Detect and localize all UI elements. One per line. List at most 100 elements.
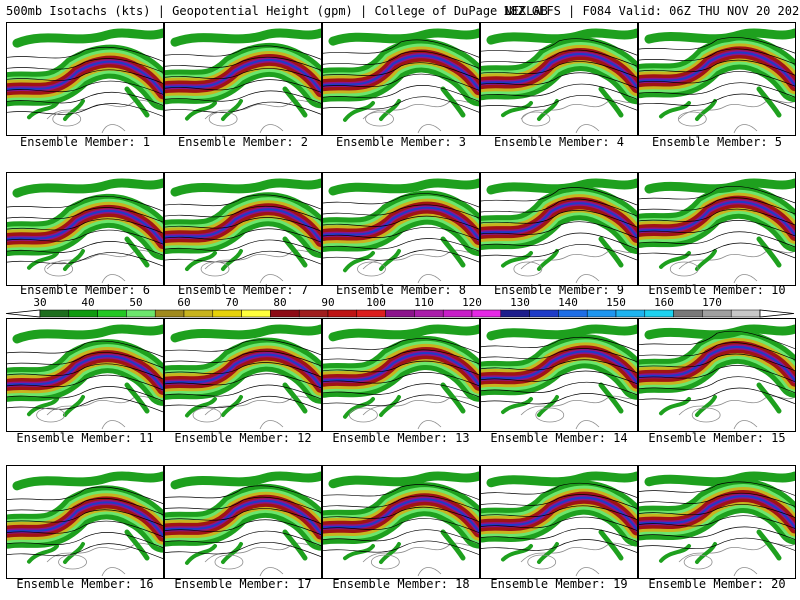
height-contour bbox=[7, 386, 163, 402]
jet-isotach-band bbox=[282, 86, 308, 118]
height-contour bbox=[165, 350, 321, 367]
height-contour bbox=[323, 529, 479, 544]
member-map-panel bbox=[480, 22, 638, 136]
height-contour bbox=[481, 72, 637, 89]
jet-isotach-band bbox=[486, 28, 637, 45]
member-map bbox=[165, 28, 321, 134]
member-label: Ensemble Member: 6 bbox=[19, 283, 151, 297]
height-contour bbox=[669, 261, 699, 277]
colorbar-tick-label: 140 bbox=[558, 296, 578, 309]
jet-isotach-band bbox=[328, 28, 479, 46]
member-label: Ensemble Member: 11 bbox=[16, 431, 154, 445]
height-contour bbox=[481, 187, 637, 206]
colorbar-tick-label: 30 bbox=[33, 296, 47, 309]
height-contour bbox=[639, 231, 795, 248]
height-contour bbox=[639, 353, 795, 372]
height-contour bbox=[639, 93, 795, 109]
height-contour bbox=[639, 537, 795, 551]
height-contour bbox=[200, 261, 230, 277]
member-label: Ensemble Member: 2 bbox=[177, 135, 309, 149]
height-contour bbox=[521, 111, 551, 127]
colorbar-tick-label: 60 bbox=[177, 296, 191, 309]
height-contour bbox=[481, 209, 637, 228]
height-contour bbox=[323, 204, 479, 219]
jet-isotach-band bbox=[328, 324, 479, 342]
height-contour bbox=[165, 530, 321, 546]
member-label: Ensemble Member: 7 bbox=[177, 283, 309, 297]
jet-isotach-band bbox=[170, 324, 321, 343]
height-contour bbox=[639, 208, 795, 226]
height-contour bbox=[535, 407, 565, 423]
height-contour bbox=[481, 393, 637, 407]
jet-isotach-band bbox=[598, 236, 624, 268]
height-contour bbox=[481, 336, 637, 352]
height-contour bbox=[165, 373, 321, 389]
colorbar-swatch bbox=[212, 309, 242, 318]
jet-isotach-band bbox=[328, 471, 479, 489]
coastline bbox=[639, 387, 795, 430]
member-map bbox=[165, 471, 321, 577]
jet-isotach-band bbox=[659, 99, 717, 121]
height-contour bbox=[481, 221, 637, 239]
colorbar-swatch bbox=[586, 309, 617, 318]
height-contour bbox=[481, 83, 637, 100]
jet-isotach-band bbox=[12, 28, 163, 48]
member-label: Ensemble Member: 9 bbox=[493, 283, 625, 297]
member-label: Ensemble Member: 8 bbox=[335, 283, 467, 297]
height-contour bbox=[639, 59, 795, 76]
jet-isotach-band bbox=[756, 236, 782, 268]
jet-isotach-band bbox=[343, 542, 401, 564]
height-contour bbox=[639, 515, 795, 529]
height-contour bbox=[214, 554, 244, 570]
height-contour bbox=[165, 45, 321, 60]
member-map bbox=[323, 28, 479, 134]
jet-isotach-band bbox=[170, 471, 321, 490]
height-contour bbox=[192, 407, 222, 423]
height-contour bbox=[481, 505, 637, 520]
jet-isotach-band bbox=[756, 382, 782, 414]
height-contour bbox=[527, 554, 557, 570]
colorbar-swatch bbox=[644, 309, 674, 318]
jet-isotach-band bbox=[27, 249, 85, 271]
height-contour bbox=[165, 194, 321, 210]
height-contour bbox=[323, 50, 479, 69]
height-contour bbox=[481, 482, 637, 498]
height-contour bbox=[323, 193, 479, 208]
colorbar-swatch bbox=[471, 309, 502, 318]
height-contour bbox=[7, 240, 163, 256]
height-contour bbox=[481, 516, 637, 531]
member-label: Ensemble Member: 16 bbox=[16, 577, 154, 591]
height-contour bbox=[7, 520, 163, 537]
jet-isotach-band bbox=[124, 529, 150, 561]
coastline bbox=[639, 91, 795, 134]
member-map bbox=[323, 471, 479, 577]
height-contour bbox=[323, 84, 479, 102]
height-contour bbox=[165, 362, 321, 378]
colorbar-swatch bbox=[500, 309, 530, 318]
height-contour bbox=[323, 495, 479, 511]
height-contour bbox=[165, 395, 321, 411]
height-contour bbox=[165, 205, 321, 221]
colorbar-under-arrow bbox=[5, 309, 41, 318]
jet-isotach-band bbox=[27, 395, 85, 417]
height-contour bbox=[323, 484, 479, 500]
height-contour bbox=[165, 339, 321, 356]
colorbar-swatch bbox=[154, 309, 185, 318]
jet-isotach-band bbox=[170, 178, 321, 197]
height-contour bbox=[7, 531, 163, 548]
height-contour bbox=[7, 46, 163, 62]
height-contour bbox=[323, 96, 479, 113]
member-label: Ensemble Member: 15 bbox=[648, 431, 786, 445]
jet-isotach-band bbox=[185, 542, 243, 565]
height-contour bbox=[639, 376, 795, 394]
jet-isotach-band bbox=[440, 382, 466, 414]
height-contour bbox=[7, 252, 163, 267]
member-label: Ensemble Member: 13 bbox=[332, 431, 470, 445]
jet-isotach-band bbox=[486, 324, 637, 341]
height-contour bbox=[481, 38, 637, 56]
colorbar-swatch bbox=[730, 309, 761, 318]
member-label: Ensemble Member: 18 bbox=[332, 577, 470, 591]
height-contour bbox=[7, 340, 163, 358]
member-label: Ensemble Member: 20 bbox=[648, 577, 786, 591]
run-valid-title: 18Z GEFS | F084 Valid: 06Z THU NOV 20 20… bbox=[503, 4, 800, 18]
